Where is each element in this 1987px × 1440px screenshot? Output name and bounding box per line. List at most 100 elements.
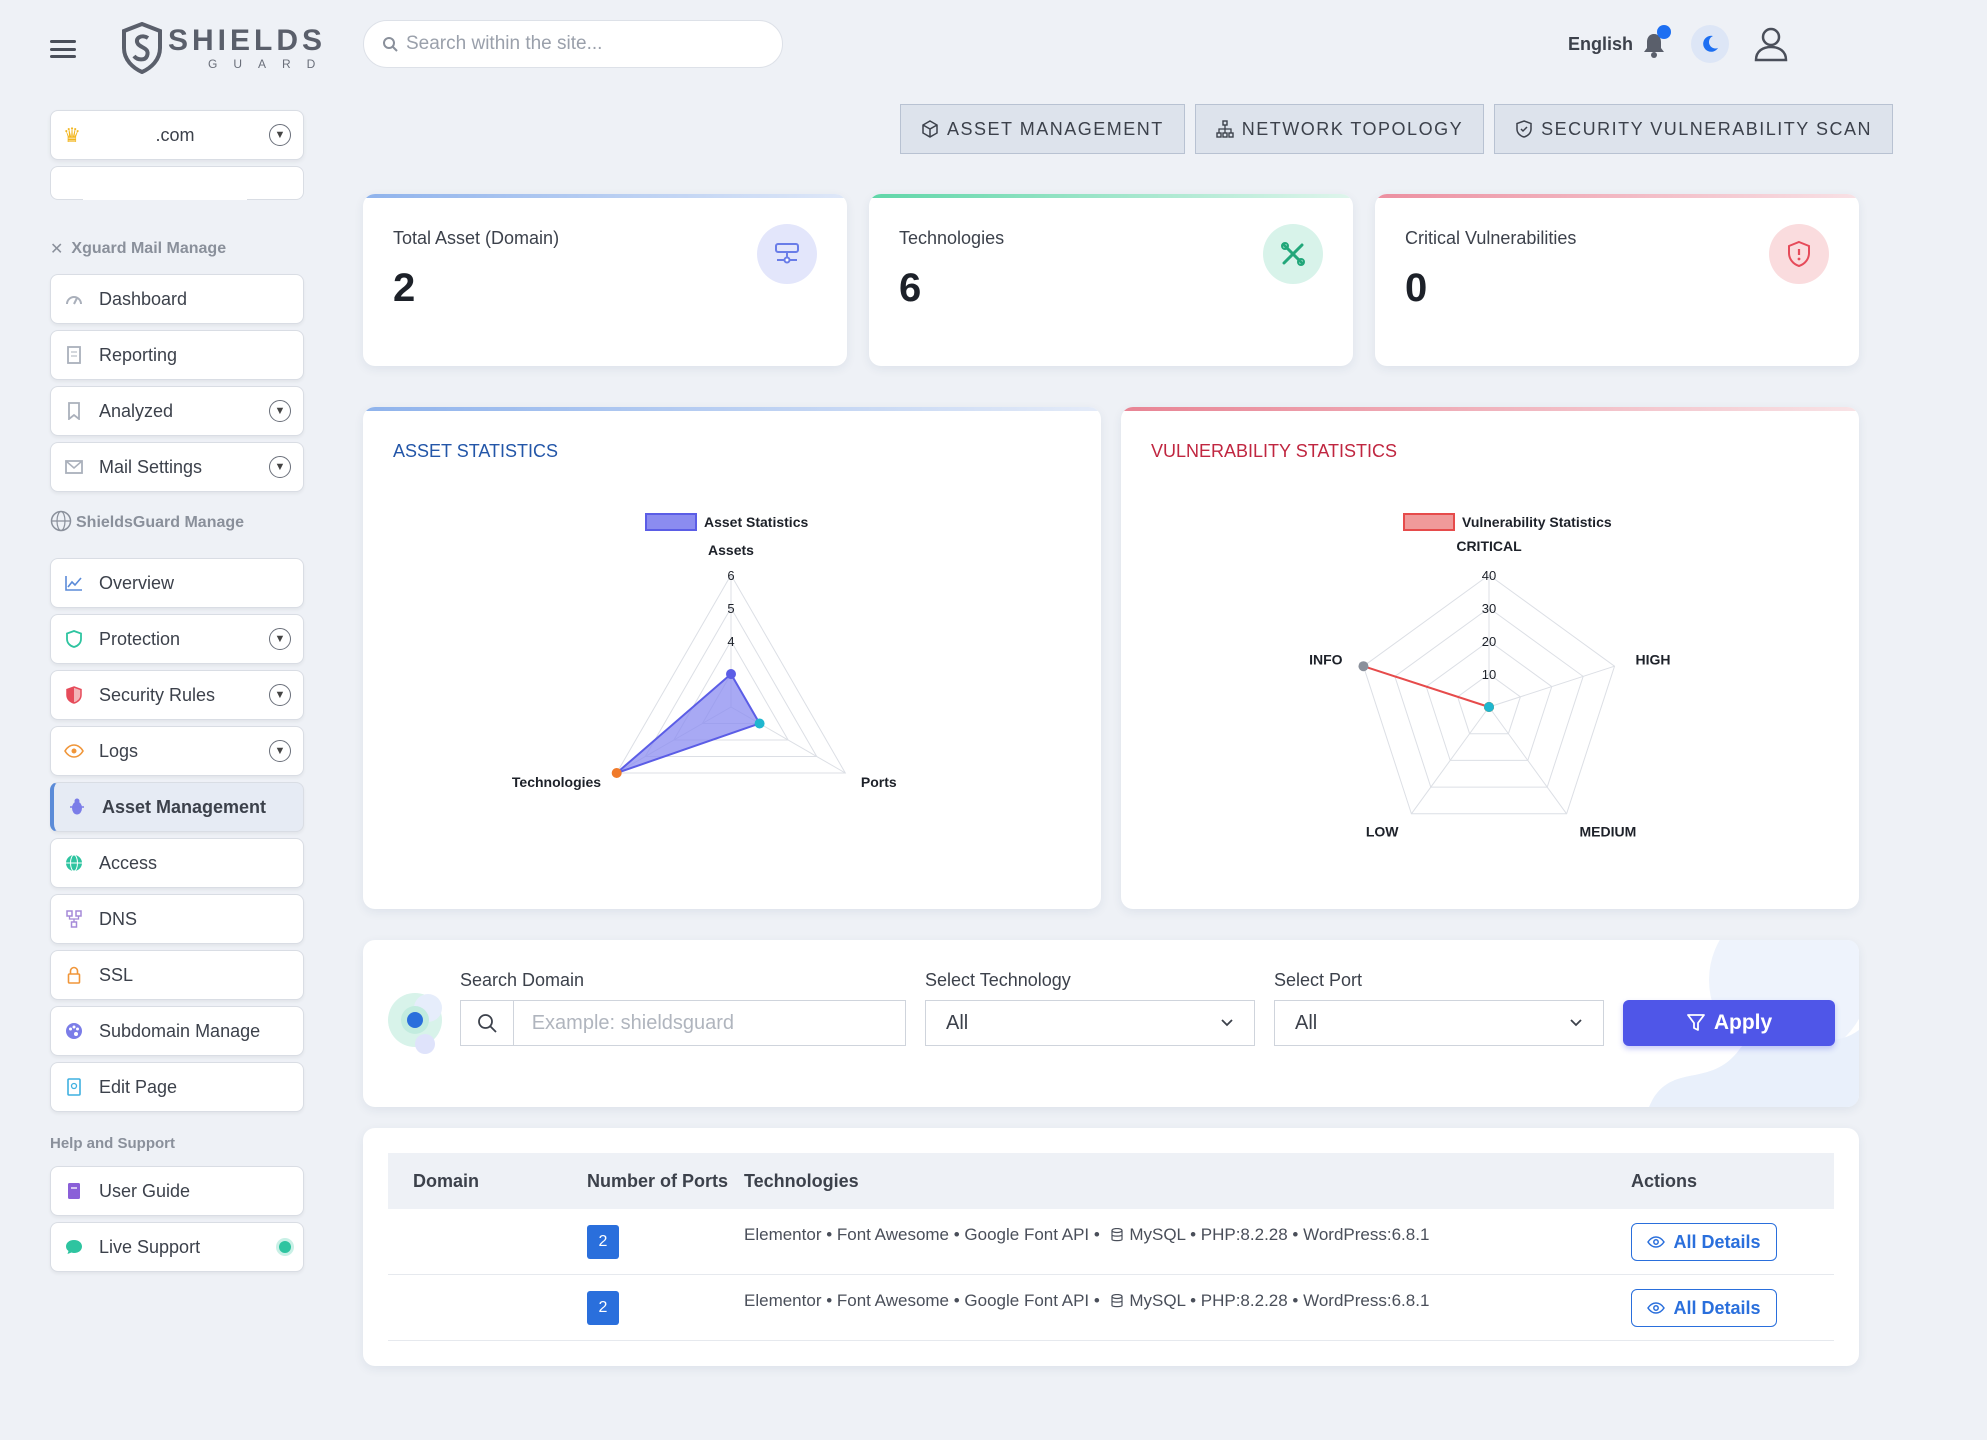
- tab-security-vulnerability-scan[interactable]: SECURITY VULNERABILITY SCAN: [1494, 104, 1893, 154]
- select-port-dropdown[interactable]: All: [1274, 1000, 1604, 1046]
- section-shields-label: ShieldsGuard Manage: [76, 514, 245, 531]
- table-header: Domain Number of Ports Technologies Acti…: [388, 1153, 1834, 1209]
- sidebar-item-reporting[interactable]: Reporting: [50, 330, 304, 380]
- sidebar-item-edit-page[interactable]: Edit Page: [50, 1062, 304, 1112]
- sidebar-item-access[interactable]: Access: [50, 838, 304, 888]
- sidebar-item-label: Logs: [99, 740, 139, 761]
- tab-network-topology[interactable]: NETWORK TOPOLOGY: [1194, 104, 1485, 154]
- grid-ring: [1394, 607, 1584, 788]
- axis-label: INFO: [1309, 651, 1343, 667]
- domain-selector[interactable]: ♛ .com ▼: [50, 110, 304, 160]
- sidebar-item-analyzed[interactable]: Analyzed ▼: [50, 386, 304, 436]
- section-shieldsguard-manage: ShieldsGuard Manage: [50, 510, 304, 536]
- sidebar-item-asset-management[interactable]: Asset Management: [50, 782, 304, 832]
- sidebar-item-label: Access: [99, 852, 158, 873]
- topology-icon: [1216, 120, 1234, 138]
- legend-swatch: [645, 513, 697, 531]
- sidebar-item-label: Mail Settings: [99, 456, 203, 477]
- asset-table-card: Domain Number of Ports Technologies Acti…: [363, 1128, 1859, 1366]
- sidebar-item-label: DNS: [99, 908, 138, 929]
- eye-icon: [63, 740, 85, 762]
- sidebar-item-security-rules[interactable]: Security Rules ▼: [50, 670, 304, 720]
- vulnerability-radar-chart: Vulnerability Statistics 10 20 30 40 CRITICAL…: [1309, 513, 1670, 840]
- close-icon: ✕: [50, 241, 64, 258]
- palette-icon: [63, 1020, 85, 1042]
- chevron-down-icon: [1221, 1019, 1233, 1027]
- section-mail-label: Xguard Mail Manage: [71, 240, 227, 257]
- search-domain-input[interactable]: [513, 1011, 905, 1035]
- asset-radar-chart: Asset Statistics3456AssetsPortsTechnolog…: [512, 513, 897, 790]
- language-selector[interactable]: English: [1568, 33, 1634, 54]
- data-area: [1363, 665, 1490, 708]
- column-header-ports: Number of Ports: [587, 1171, 729, 1191]
- all-details-button[interactable]: All Details: [1631, 1289, 1777, 1327]
- tick-label: 30: [1482, 601, 1496, 616]
- line-chart-icon: [63, 572, 85, 594]
- stat-value: 6: [899, 266, 922, 310]
- grid-spoke: [1411, 706, 1490, 815]
- filter-icon: [1686, 1014, 1705, 1031]
- mail-icon: [63, 456, 85, 478]
- technologies-text: Elementor • Font Awesome • Google Font A…: [744, 1225, 1100, 1244]
- legend-swatch: [1403, 513, 1455, 531]
- sidebar-item-label: Security Rules: [99, 684, 216, 705]
- sidebar-item-label: Protection: [99, 628, 181, 649]
- notification-button[interactable]: [1641, 25, 1672, 59]
- search-icon: [383, 37, 398, 52]
- select-technology-dropdown[interactable]: All: [925, 1000, 1255, 1046]
- logo-main-text: SHIELDS: [168, 24, 327, 57]
- theme-toggle-button[interactable]: [1691, 25, 1730, 63]
- sidebar-item-label: Analyzed: [99, 400, 174, 421]
- sidebar-item-subdomain-manage[interactable]: Subdomain Manage: [50, 1006, 304, 1056]
- server-icon: [757, 224, 817, 284]
- search-domain-label: Search Domain: [460, 970, 585, 990]
- search-domain-field[interactable]: [460, 1000, 906, 1046]
- apply-button[interactable]: Apply: [1623, 1000, 1835, 1046]
- card-accent: [1121, 407, 1859, 411]
- user-profile-button[interactable]: [1751, 24, 1791, 64]
- asset-statistics-card: ASSET STATISTICS Asset Statistics3456Ass…: [363, 407, 1101, 909]
- sidebar-item-dns[interactable]: DNS: [50, 894, 304, 944]
- card-accent: [869, 194, 1353, 198]
- bookmark-icon: [63, 400, 85, 422]
- tab-label: SECURITY VULNERABILITY SCAN: [1541, 118, 1872, 139]
- sidebar-item-overview[interactable]: Overview: [50, 558, 304, 608]
- vulnerability-statistics-card: VULNERABILITY STATISTICS Vulnerability S…: [1121, 407, 1859, 909]
- filter-decorative-icon: [388, 993, 442, 1054]
- stat-title: Total Asset (Domain): [393, 228, 560, 248]
- sidebar-item-protection[interactable]: Protection ▼: [50, 614, 304, 664]
- tick-label: 4: [727, 634, 734, 649]
- hamburger-menu-button[interactable]: [50, 40, 76, 58]
- sidebar-item-ssl[interactable]: SSL: [50, 950, 304, 1000]
- sidebar: ♛ .com ▼ ✕ Xguard Mail Manage Dashboard …: [50, 110, 304, 1278]
- shield-logo-icon: [122, 22, 162, 74]
- site-search[interactable]: [363, 20, 783, 68]
- sidebar-item-live-support[interactable]: Live Support: [50, 1222, 304, 1272]
- domain-secondary-field[interactable]: [50, 166, 304, 200]
- bug-icon: [66, 796, 88, 818]
- tab-label: NETWORK TOPOLOGY: [1241, 118, 1464, 139]
- search-input[interactable]: [406, 33, 746, 55]
- sidebar-item-user-guide[interactable]: User Guide: [50, 1166, 304, 1216]
- select-port-label: Select Port: [1274, 970, 1363, 990]
- sidebar-item-label: User Guide: [99, 1180, 191, 1201]
- ports-badge: 2: [587, 1291, 619, 1325]
- data-point: [1358, 661, 1369, 672]
- grid-ring: [615, 573, 847, 774]
- grid-ring: [1425, 640, 1553, 761]
- sidebar-item-logs[interactable]: Logs ▼: [50, 726, 304, 776]
- stat-value: 0: [1405, 266, 1428, 310]
- gauge-icon: [63, 288, 85, 310]
- select-technology-label: Select Technology: [925, 970, 1071, 990]
- all-details-button[interactable]: All Details: [1631, 1223, 1777, 1261]
- stat-title: Technologies: [899, 228, 1005, 248]
- domain-selected-label: .com: [155, 124, 195, 145]
- data-point: [611, 768, 622, 778]
- sidebar-item-dashboard[interactable]: Dashboard: [50, 274, 304, 324]
- sidebar-item-mail-settings[interactable]: Mail Settings ▼: [50, 442, 304, 492]
- column-header-domain: Domain: [413, 1171, 480, 1191]
- tab-asset-management[interactable]: ASSET MANAGEMENT: [900, 104, 1185, 154]
- column-header-actions: Actions: [1631, 1171, 1698, 1191]
- edit-page-icon: [63, 1076, 85, 1098]
- user-icon: [1754, 27, 1788, 62]
